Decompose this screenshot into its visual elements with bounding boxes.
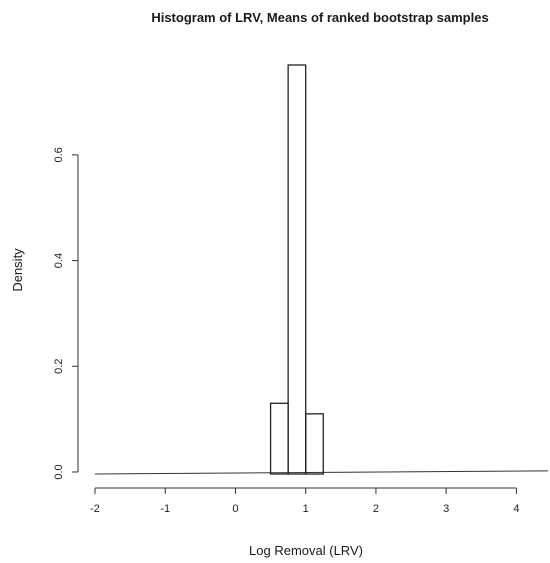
y-axis: 0.0 0.2 0.4 0.6	[53, 147, 79, 480]
x-tick-label: -1	[160, 503, 170, 515]
x-tick-label: -2	[90, 503, 100, 515]
plot-area	[94, 64, 549, 475]
histogram-bars	[269, 64, 324, 475]
histogram-bar	[269, 402, 289, 475]
y-tick-label: 0.4	[53, 253, 65, 268]
x-tick-label: 4	[513, 503, 519, 515]
y-tick-label: 0.6	[53, 147, 65, 162]
y-tick-label: 0.0	[53, 464, 65, 479]
x-axis: -2 -1 0 1 2 3 4	[90, 487, 519, 515]
x-axis-label: Log Removal (LRV)	[249, 543, 363, 558]
x-tick-label: 0	[232, 503, 238, 515]
histogram-bar	[287, 64, 307, 475]
y-tick-label: 0.2	[53, 359, 65, 374]
x-tick-label: 1	[303, 503, 309, 515]
histogram-bar	[305, 413, 324, 475]
x-tick-label: 3	[443, 503, 449, 515]
density-baseline	[94, 470, 549, 475]
chart-title: Histogram of LRV, Means of ranked bootst…	[151, 10, 488, 25]
y-axis-label: Density	[10, 248, 25, 292]
x-tick-label: 2	[373, 503, 379, 515]
